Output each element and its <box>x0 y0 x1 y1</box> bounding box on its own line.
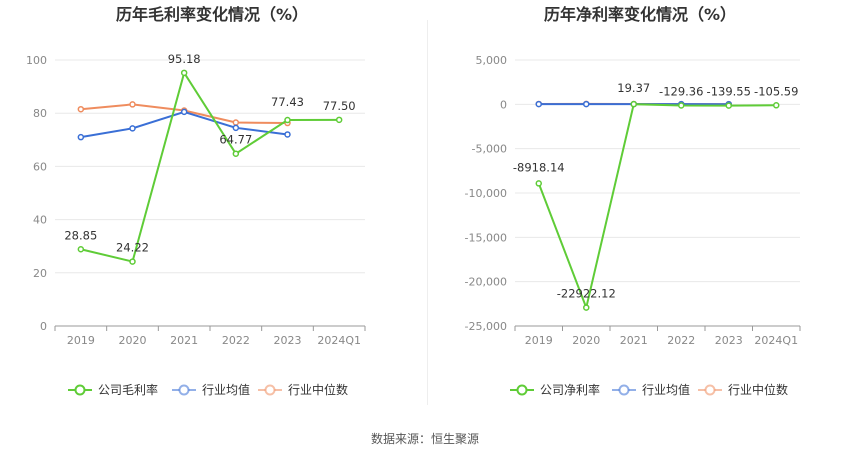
series-line-company <box>80 70 340 263</box>
data-label: -139.55 <box>707 85 751 99</box>
data-label: -105.59 <box>754 84 798 98</box>
y-tick-label: 40 <box>33 214 47 227</box>
legend-label: 公司净利率 <box>540 382 600 397</box>
data-point <box>583 100 590 108</box>
legend-label: 行业均值 <box>202 382 250 397</box>
legend-item-industry-mean[interactable]: 行业均值 <box>172 382 250 397</box>
y-tick-label: -20,000 <box>465 276 507 289</box>
data-label: 77.50 <box>323 99 356 113</box>
data-label: -8918.14 <box>513 160 565 174</box>
chart-title: 历年毛利率变化情况（%） <box>116 5 308 24</box>
data-point <box>180 108 188 116</box>
x-tick-label: 2023 <box>274 334 302 347</box>
data-point <box>535 100 542 108</box>
gross-margin-chart: 历年毛利率变化情况（%） 0 20 40 60 80 100 2019 2020 2021 2022… <box>26 5 366 397</box>
legend-marker <box>74 384 86 396</box>
data-point <box>583 304 590 311</box>
y-tick-label: -25,000 <box>465 320 507 333</box>
x-tick-label: 2022 <box>667 334 695 347</box>
legend-item-company[interactable]: 公司净利率 <box>510 382 600 397</box>
data-point <box>335 116 343 124</box>
legend-item-industry-mean[interactable]: 行业均值 <box>612 382 690 397</box>
data-label: 28.85 <box>64 228 97 242</box>
y-tick-label: 60 <box>33 160 47 173</box>
y-tick-label: 5,000 <box>476 54 508 67</box>
x-tick-label: 2020 <box>119 334 147 347</box>
data-point <box>535 180 542 187</box>
data-point <box>284 116 291 124</box>
data-label: 19.37 <box>617 81 650 95</box>
data-point <box>725 102 732 109</box>
legend-item-industry-median[interactable]: 行业中位数 <box>258 382 348 397</box>
y-tick-label: 0 <box>500 98 507 111</box>
data-point <box>284 131 291 138</box>
y-tick-label: 100 <box>26 54 47 67</box>
data-point <box>129 125 136 132</box>
data-label: 24.22 <box>116 241 149 255</box>
x-tick-label: 2021 <box>170 334 198 347</box>
divider <box>427 20 428 405</box>
data-point <box>77 105 85 113</box>
data-point <box>678 102 685 109</box>
y-tick-label: 0 <box>40 320 47 333</box>
data-label: 77.43 <box>271 95 304 109</box>
data-point <box>232 124 240 132</box>
x-tick-label: 2019 <box>525 334 553 347</box>
net-margin-chart: 历年净利率变化情况（%） 5,000 0 -5,000 -10,000 -15,000 -2… <box>465 5 801 397</box>
series-line-industry-mean <box>80 110 288 139</box>
data-label: -129.36 <box>659 84 703 98</box>
y-tick-label: 20 <box>33 267 47 280</box>
legend-item-company[interactable]: 公司毛利率 <box>68 382 158 397</box>
data-point <box>77 246 85 253</box>
data-point <box>129 258 136 265</box>
data-point <box>129 101 136 108</box>
legend-marker <box>704 384 716 396</box>
x-tick-label: 2021 <box>620 334 648 347</box>
legend-marker <box>516 384 528 396</box>
data-point <box>232 150 240 157</box>
data-label: 95.18 <box>168 52 201 66</box>
x-tick-label: 2020 <box>572 334 600 347</box>
series-line-company <box>537 103 777 311</box>
y-tick-label: -5,000 <box>472 143 507 156</box>
legend-label: 行业中位数 <box>728 382 788 397</box>
x-tick-label: 2022 <box>222 334 250 347</box>
x-tick-label: 2023 <box>715 334 743 347</box>
y-tick-label: 80 <box>33 107 47 120</box>
legend-label: 行业中位数 <box>288 382 348 397</box>
chart-title: 历年净利率变化情况（%） <box>544 5 736 24</box>
data-point <box>773 102 780 109</box>
y-tick-label: -15,000 <box>465 231 507 244</box>
legend-item-industry-median[interactable]: 行业中位数 <box>698 382 788 397</box>
y-tick-label: -10,000 <box>465 187 507 200</box>
legend-marker <box>264 384 276 396</box>
data-point <box>630 100 637 108</box>
data-source: 数据来源：恒生聚源 <box>370 432 479 446</box>
data-label: 64.77 <box>219 133 252 147</box>
data-point <box>180 69 188 77</box>
legend-label: 行业均值 <box>642 382 690 397</box>
x-tick-label: 2024Q1 <box>754 334 798 347</box>
data-point <box>232 119 240 126</box>
legend-label: 公司毛利率 <box>98 382 158 397</box>
data-point <box>77 133 85 141</box>
x-tick-label: 2024Q1 <box>317 334 361 347</box>
legend-marker <box>618 384 630 396</box>
data-label: -22922.12 <box>557 287 616 301</box>
x-tick-label: 2019 <box>67 334 95 347</box>
legend-marker <box>178 384 190 396</box>
